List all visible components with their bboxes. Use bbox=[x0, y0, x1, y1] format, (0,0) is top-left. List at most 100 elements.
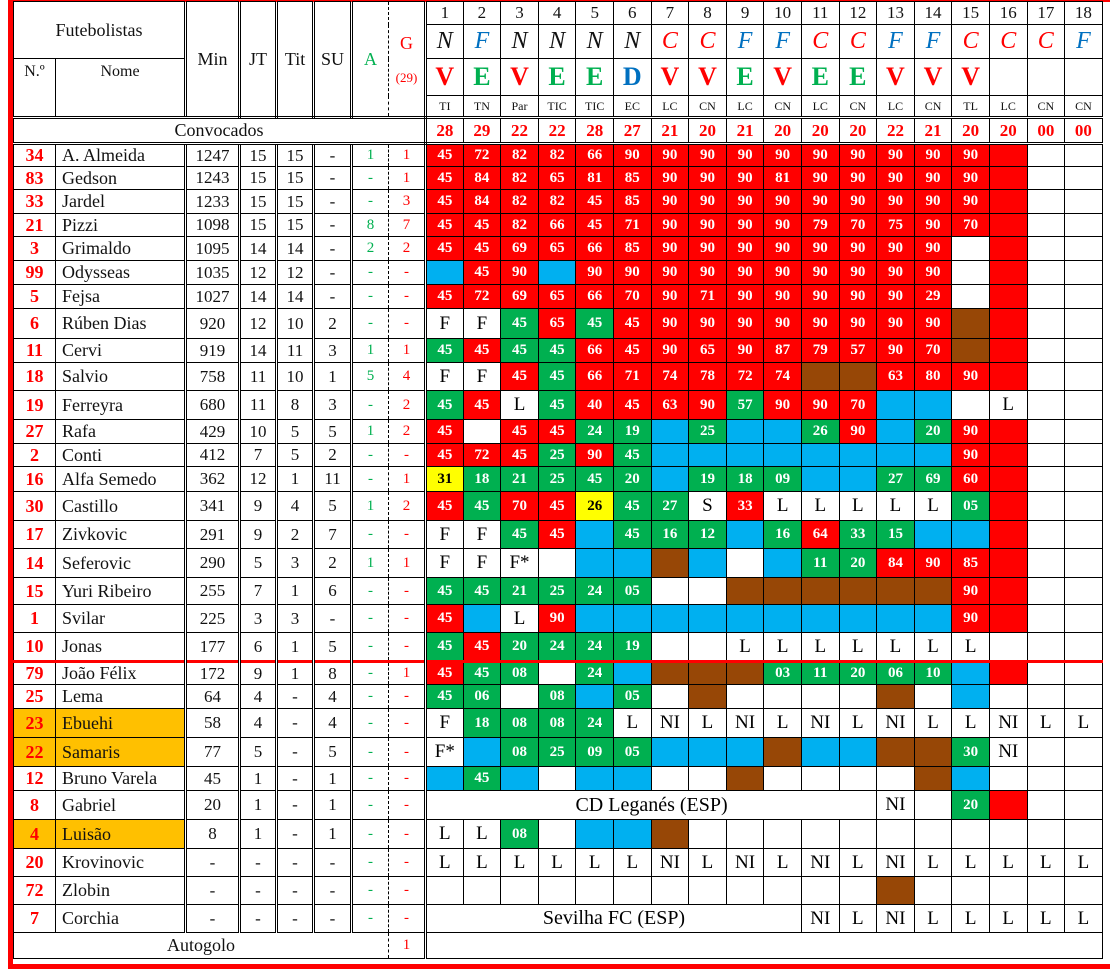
player-row: 6 Rúben Dias 920 12 10 2- - F F 45 65 45 45 90 90 90 90 9… bbox=[13, 308, 1103, 339]
match-cell: 70 bbox=[838, 213, 878, 237]
match-cell: 45 bbox=[462, 632, 502, 662]
match-cell: 19 bbox=[688, 466, 727, 492]
match-competition: CN bbox=[1064, 95, 1103, 119]
match-number: 8 bbox=[688, 1, 727, 25]
match-cell: 90 bbox=[838, 166, 878, 190]
match-cell bbox=[800, 684, 840, 709]
match-cell bbox=[1026, 308, 1066, 339]
player-subs: 1 bbox=[313, 766, 354, 791]
player-goals: 1 bbox=[388, 338, 428, 363]
match-cell bbox=[763, 548, 802, 578]
match-cell: 45 bbox=[425, 390, 464, 420]
player-games: 15 bbox=[239, 166, 279, 190]
match-cell: 82 bbox=[500, 143, 539, 167]
player-games: 12 bbox=[239, 466, 279, 492]
player-starts: 1 bbox=[276, 660, 316, 685]
autogolo-label: Autogolo bbox=[12, 932, 390, 959]
match-cell: L bbox=[425, 848, 464, 877]
player-row: 22 Samaris 77 5-5- - F* 08 25 09 05 30 NI bbox=[13, 737, 1103, 767]
match-cell: 80 bbox=[913, 362, 953, 391]
match-cell: L bbox=[988, 390, 1028, 420]
player-name: Alfa Semedo bbox=[54, 466, 188, 492]
squad-count: 29 bbox=[462, 117, 502, 145]
player-subs: - bbox=[313, 166, 354, 190]
match-cell: 45 bbox=[425, 684, 464, 709]
player-row: 21 Pizzi 1098 15 15-8 7 45 45 82 66 45 71 90 90 90 90 79… bbox=[13, 213, 1103, 237]
squad-count: 21 bbox=[650, 117, 690, 145]
player-starts: - bbox=[276, 766, 316, 791]
match-cell: 08 bbox=[500, 660, 539, 685]
match-cell bbox=[838, 737, 878, 767]
header-su: SU bbox=[313, 1, 354, 119]
player-assists: - bbox=[351, 604, 390, 633]
player-row: 11 Cervi 919 14 11 3 1 1 45 45 45 45 66 45 90 65 90 87 79 5… bbox=[13, 338, 1103, 363]
match-cell: 06 bbox=[876, 660, 915, 685]
match-cell bbox=[725, 520, 765, 549]
match-cell: 45 bbox=[612, 491, 652, 521]
player-starts: - bbox=[276, 848, 316, 877]
player-subs: 5 bbox=[313, 419, 354, 444]
match-cell: 27 bbox=[650, 491, 690, 521]
match-cell bbox=[537, 876, 577, 905]
player-games: 7 bbox=[239, 443, 279, 467]
match-cell bbox=[725, 819, 765, 849]
player-number: 6 bbox=[13, 308, 56, 339]
match-cell bbox=[763, 577, 802, 605]
match-cell: L bbox=[612, 708, 652, 738]
match-cell bbox=[725, 577, 765, 605]
squad-count: 28 bbox=[425, 117, 464, 145]
match-competition: TN bbox=[462, 95, 502, 119]
match-cell: NI bbox=[988, 737, 1028, 767]
player-assists: - bbox=[351, 260, 390, 285]
match-cell: 45 bbox=[425, 419, 464, 444]
match-cell: F* bbox=[500, 548, 539, 578]
match-cell: L bbox=[462, 848, 502, 877]
player-starts: 15 bbox=[276, 166, 316, 190]
match-cell: L bbox=[838, 904, 878, 933]
autogolo-row: Autogolo 1 bbox=[12, 932, 1103, 959]
match-cell bbox=[537, 548, 577, 578]
match-result: V bbox=[650, 58, 690, 96]
player-games: 14 bbox=[239, 284, 279, 309]
match-cell bbox=[650, 819, 690, 849]
match-cell bbox=[988, 284, 1028, 309]
match-cell bbox=[1026, 390, 1066, 420]
player-minutes: 1035 bbox=[185, 260, 242, 285]
player-games: - bbox=[239, 904, 279, 933]
match-cell bbox=[876, 604, 915, 633]
match-cell bbox=[1064, 548, 1103, 578]
match-cell bbox=[1026, 143, 1066, 167]
player-subs: - bbox=[313, 189, 354, 214]
match-cell: 90 bbox=[688, 166, 727, 190]
match-cell bbox=[688, 577, 727, 605]
player-starts: 1 bbox=[276, 632, 316, 662]
loan-club: CD Leganés (ESP) bbox=[425, 790, 878, 820]
player-row: 17 Zivkovic 291 9 2 7- - F F 45 45 45 16 12 16 64 33 15 bbox=[13, 520, 1103, 549]
match-cell bbox=[988, 466, 1028, 492]
match-cell: 90 bbox=[838, 236, 878, 261]
player-assists: 1 bbox=[351, 143, 390, 167]
player-goals: 1 bbox=[388, 466, 428, 492]
match-cell: 90 bbox=[763, 189, 802, 214]
player-row: 25 Lema 64 4-4- -45 06 08 05 bbox=[13, 684, 1103, 709]
match-competition: EC bbox=[612, 95, 652, 119]
match-cell bbox=[800, 819, 840, 849]
player-row: 2 Conti 412 7 5 2- -45 72 45 25 90 45 90 bbox=[13, 443, 1103, 467]
match-cell bbox=[988, 338, 1028, 363]
player-assists: - bbox=[351, 684, 390, 709]
match-cell bbox=[1026, 419, 1066, 444]
match-cell bbox=[988, 308, 1028, 339]
match-cell bbox=[1026, 213, 1066, 237]
match-cell bbox=[988, 213, 1028, 237]
player-games: 4 bbox=[239, 708, 279, 738]
squad-count: 20 bbox=[951, 117, 990, 145]
match-cell: L bbox=[500, 390, 539, 420]
match-cell: L bbox=[800, 632, 840, 662]
match-cell: 71 bbox=[612, 362, 652, 391]
match-cell: 65 bbox=[537, 166, 577, 190]
player-goals: - bbox=[388, 904, 428, 933]
player-minutes: 680 bbox=[185, 390, 242, 420]
match-cell bbox=[1064, 577, 1103, 605]
player-starts: - bbox=[276, 708, 316, 738]
